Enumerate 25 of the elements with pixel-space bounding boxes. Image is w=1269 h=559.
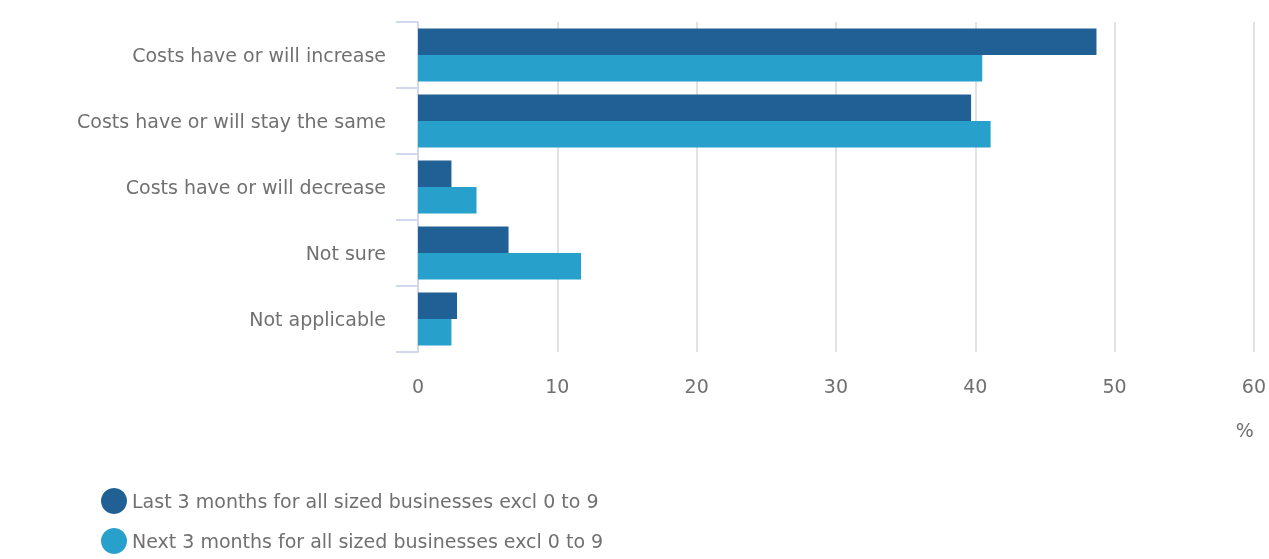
x-tick-label: 50 [1102,374,1127,397]
bar [418,55,983,82]
y-tick-label: Costs have or will increase [132,44,386,66]
legend-label: Last 3 months for all sized businesses excl 0 to 9 [132,490,599,512]
bar [418,160,452,187]
x-tick-label: 10 [545,374,570,397]
y-tick-label: Not sure [305,242,386,264]
y-tick-label: Costs have or will decrease [125,176,386,198]
bar [418,292,458,319]
x-tick-label: 60 [1241,374,1267,397]
x-tick-label: 20 [684,374,709,397]
bar [418,28,1097,55]
x-tick-label: 0 [411,374,425,397]
x-tick-label: 40 [963,374,988,397]
x-tick-label: 30 [823,374,849,397]
bar [418,319,452,346]
bar [418,121,991,148]
x-axis-title: % [1235,418,1254,441]
y-tick-label: Costs have or will stay the same [77,110,386,132]
legend-label: Next 3 months for all sized businesses excl 0 to 9 [132,530,604,552]
bar [418,226,509,253]
bar [418,94,972,121]
bar [418,253,581,280]
bar [418,187,477,214]
y-tick-label: Not applicable [249,308,386,330]
